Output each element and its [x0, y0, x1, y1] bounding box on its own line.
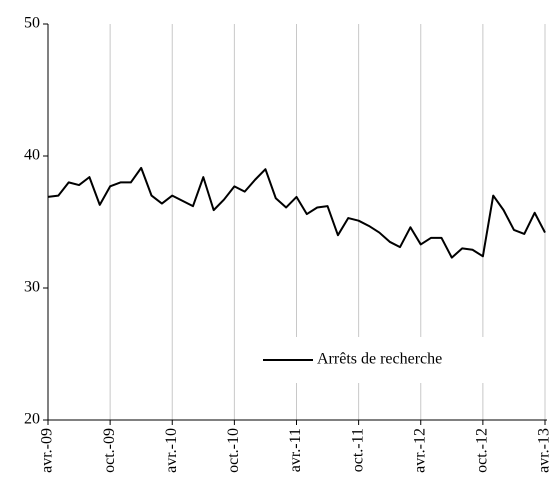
x-tick-label: avr.-12 [411, 428, 428, 473]
x-tick-label: avr.-13 [536, 428, 549, 473]
y-tick-label: 20 [24, 411, 40, 428]
x-tick-label: avr.-09 [39, 428, 56, 473]
y-tick-label: 50 [24, 15, 40, 32]
legend-label: Arrêts de recherche [317, 351, 442, 368]
y-tick-label: 30 [24, 279, 40, 296]
x-tick-label: oct.-12 [474, 428, 491, 473]
x-tick-label: avr.-10 [163, 428, 180, 473]
x-tick-label: oct.-09 [101, 428, 118, 473]
data-line [47, 166, 546, 259]
y-tick-label: 40 [24, 147, 40, 164]
x-tick-label: oct.-10 [225, 428, 242, 473]
x-tick-label: oct.-11 [349, 428, 366, 472]
x-tick-label: avr.-11 [287, 428, 304, 472]
